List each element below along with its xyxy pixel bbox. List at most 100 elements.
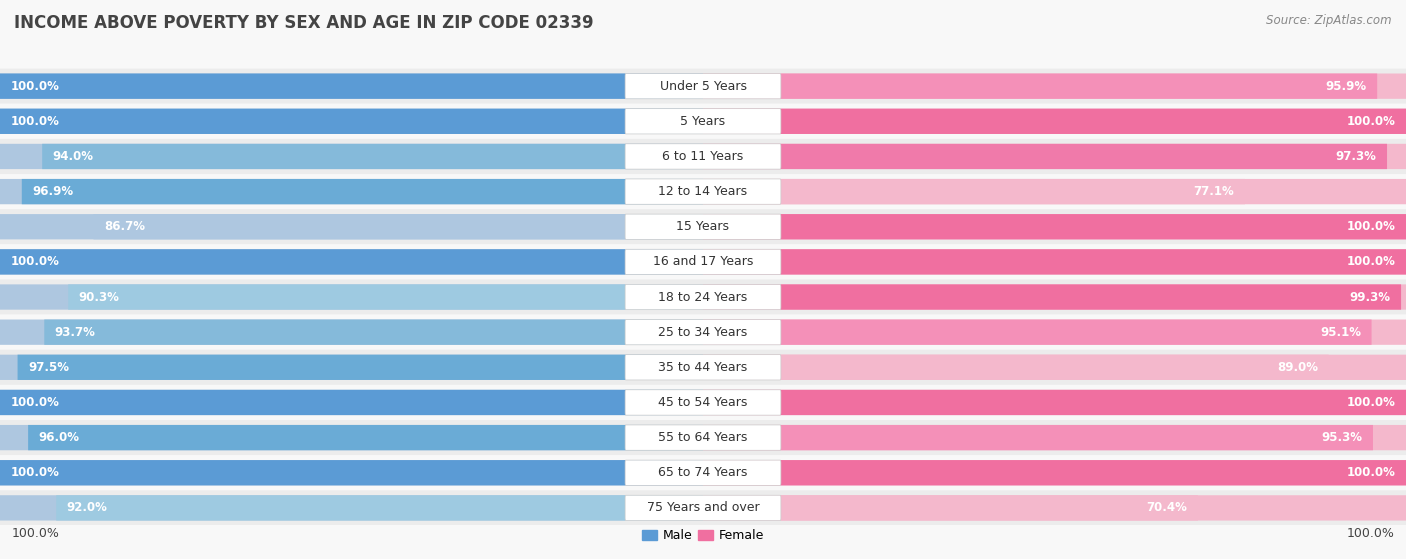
FancyBboxPatch shape (0, 420, 1406, 455)
FancyBboxPatch shape (626, 390, 780, 415)
FancyBboxPatch shape (0, 495, 703, 520)
Text: 77.1%: 77.1% (1194, 185, 1234, 198)
FancyBboxPatch shape (0, 249, 703, 274)
Text: 95.9%: 95.9% (1326, 80, 1367, 93)
Text: 100.0%: 100.0% (1347, 220, 1396, 233)
FancyBboxPatch shape (703, 495, 1198, 520)
FancyBboxPatch shape (56, 495, 703, 520)
FancyBboxPatch shape (0, 354, 703, 380)
FancyBboxPatch shape (42, 144, 703, 169)
FancyBboxPatch shape (703, 179, 1246, 204)
Text: 65 to 74 Years: 65 to 74 Years (658, 466, 748, 479)
Text: 12 to 14 Years: 12 to 14 Years (658, 185, 748, 198)
FancyBboxPatch shape (703, 214, 1406, 239)
FancyBboxPatch shape (0, 390, 703, 415)
FancyBboxPatch shape (703, 285, 1406, 310)
Text: 92.0%: 92.0% (67, 501, 108, 514)
FancyBboxPatch shape (0, 108, 703, 134)
FancyBboxPatch shape (703, 74, 1378, 99)
FancyBboxPatch shape (28, 425, 703, 450)
Text: 100.0%: 100.0% (11, 396, 59, 409)
FancyBboxPatch shape (703, 108, 1406, 134)
FancyBboxPatch shape (0, 214, 703, 239)
Text: 95.3%: 95.3% (1322, 431, 1362, 444)
FancyBboxPatch shape (17, 354, 703, 380)
FancyBboxPatch shape (703, 460, 1406, 485)
Text: 99.3%: 99.3% (1350, 291, 1391, 304)
Text: 75 Years and over: 75 Years and over (647, 501, 759, 514)
FancyBboxPatch shape (626, 249, 780, 274)
Text: 100.0%: 100.0% (1347, 115, 1396, 128)
FancyBboxPatch shape (0, 104, 1406, 139)
FancyBboxPatch shape (0, 350, 1406, 385)
FancyBboxPatch shape (703, 320, 1406, 345)
Text: 15 Years: 15 Years (676, 220, 730, 233)
Text: 100.0%: 100.0% (11, 115, 59, 128)
Text: 45 to 54 Years: 45 to 54 Years (658, 396, 748, 409)
FancyBboxPatch shape (0, 425, 703, 450)
FancyBboxPatch shape (0, 320, 703, 345)
Text: 100.0%: 100.0% (1347, 527, 1395, 541)
FancyBboxPatch shape (703, 108, 1406, 134)
FancyBboxPatch shape (93, 214, 703, 239)
Text: 16 and 17 Years: 16 and 17 Years (652, 255, 754, 268)
FancyBboxPatch shape (703, 460, 1406, 485)
FancyBboxPatch shape (703, 354, 1406, 380)
FancyBboxPatch shape (0, 139, 1406, 174)
Text: INCOME ABOVE POVERTY BY SEX AND AGE IN ZIP CODE 02339: INCOME ABOVE POVERTY BY SEX AND AGE IN Z… (14, 14, 593, 32)
Text: 100.0%: 100.0% (11, 466, 59, 479)
Text: 86.7%: 86.7% (104, 220, 145, 233)
Text: Under 5 Years: Under 5 Years (659, 80, 747, 93)
FancyBboxPatch shape (0, 144, 703, 169)
FancyBboxPatch shape (703, 285, 1402, 310)
FancyBboxPatch shape (703, 390, 1406, 415)
Text: 96.9%: 96.9% (32, 185, 73, 198)
FancyBboxPatch shape (703, 144, 1388, 169)
FancyBboxPatch shape (0, 244, 1406, 280)
FancyBboxPatch shape (703, 320, 1372, 345)
Text: 90.3%: 90.3% (79, 291, 120, 304)
FancyBboxPatch shape (703, 74, 1406, 99)
FancyBboxPatch shape (0, 460, 703, 485)
Text: 100.0%: 100.0% (11, 255, 59, 268)
FancyBboxPatch shape (703, 425, 1406, 450)
Text: 100.0%: 100.0% (1347, 466, 1396, 479)
FancyBboxPatch shape (0, 74, 703, 99)
Text: 93.7%: 93.7% (55, 326, 96, 339)
Text: 100.0%: 100.0% (1347, 255, 1396, 268)
FancyBboxPatch shape (703, 354, 1329, 380)
FancyBboxPatch shape (0, 179, 703, 204)
Text: 97.5%: 97.5% (28, 361, 69, 374)
FancyBboxPatch shape (0, 315, 1406, 350)
Text: 95.1%: 95.1% (1320, 326, 1361, 339)
Text: 18 to 24 Years: 18 to 24 Years (658, 291, 748, 304)
Legend: Male, Female: Male, Female (637, 524, 769, 547)
FancyBboxPatch shape (626, 74, 780, 99)
Text: 94.0%: 94.0% (53, 150, 94, 163)
Text: Source: ZipAtlas.com: Source: ZipAtlas.com (1267, 14, 1392, 27)
FancyBboxPatch shape (0, 455, 1406, 490)
FancyBboxPatch shape (703, 249, 1406, 274)
FancyBboxPatch shape (0, 108, 703, 134)
FancyBboxPatch shape (0, 174, 1406, 209)
FancyBboxPatch shape (69, 285, 703, 310)
FancyBboxPatch shape (703, 390, 1406, 415)
Text: 89.0%: 89.0% (1277, 361, 1319, 374)
Text: 96.0%: 96.0% (39, 431, 80, 444)
Text: 55 to 64 Years: 55 to 64 Years (658, 431, 748, 444)
Text: 5 Years: 5 Years (681, 115, 725, 128)
Text: 70.4%: 70.4% (1146, 501, 1188, 514)
FancyBboxPatch shape (703, 144, 1406, 169)
Text: 97.3%: 97.3% (1336, 150, 1376, 163)
FancyBboxPatch shape (0, 249, 703, 274)
FancyBboxPatch shape (626, 214, 780, 239)
FancyBboxPatch shape (0, 74, 703, 99)
FancyBboxPatch shape (626, 425, 780, 450)
FancyBboxPatch shape (626, 285, 780, 310)
FancyBboxPatch shape (0, 490, 1406, 525)
FancyBboxPatch shape (703, 214, 1406, 239)
FancyBboxPatch shape (626, 460, 780, 485)
Text: 35 to 44 Years: 35 to 44 Years (658, 361, 748, 374)
FancyBboxPatch shape (0, 285, 703, 310)
FancyBboxPatch shape (703, 425, 1372, 450)
